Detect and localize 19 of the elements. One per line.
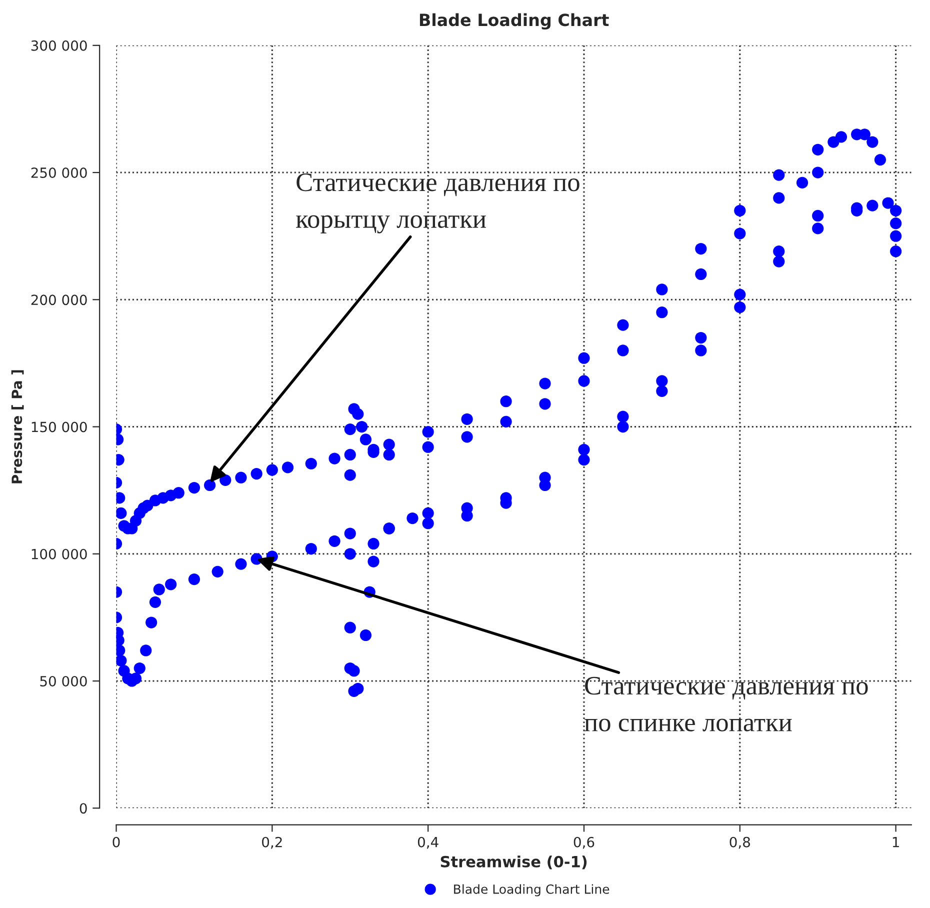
annotation: Статические давления по по спинке лопатки <box>584 676 868 732</box>
x-tick-label: 0,8 <box>730 836 750 849</box>
x-tick-label: 0,4 <box>418 836 438 849</box>
chart-title: Blade Loading Chart <box>420 13 609 30</box>
y-tick-label: 200 000 <box>31 294 87 306</box>
x-tick-label: 0 <box>112 836 120 848</box>
y-tick-label: 250 000 <box>31 167 87 178</box>
y-axis-title: Pressure [ Pa ] <box>11 370 24 484</box>
x-tick-label: 0,6 <box>574 836 594 849</box>
x-tick-label: 0,2 <box>262 836 282 849</box>
y-tick-label: 0 <box>80 803 87 814</box>
x-tick-label: 1 <box>892 837 899 848</box>
legend-label: Blade Loading Chart Line <box>454 884 610 896</box>
y-tick-label: 50 000 <box>40 676 87 686</box>
annotation: Статические давления по корытцу лопатки <box>296 173 580 234</box>
x-axis-title: Streamwise (0-1) <box>440 856 587 870</box>
y-tick-label: 100 000 <box>32 548 87 560</box>
y-tick-label: 150 000 <box>32 422 87 432</box>
y-tick-label: 300 000 <box>31 40 87 51</box>
